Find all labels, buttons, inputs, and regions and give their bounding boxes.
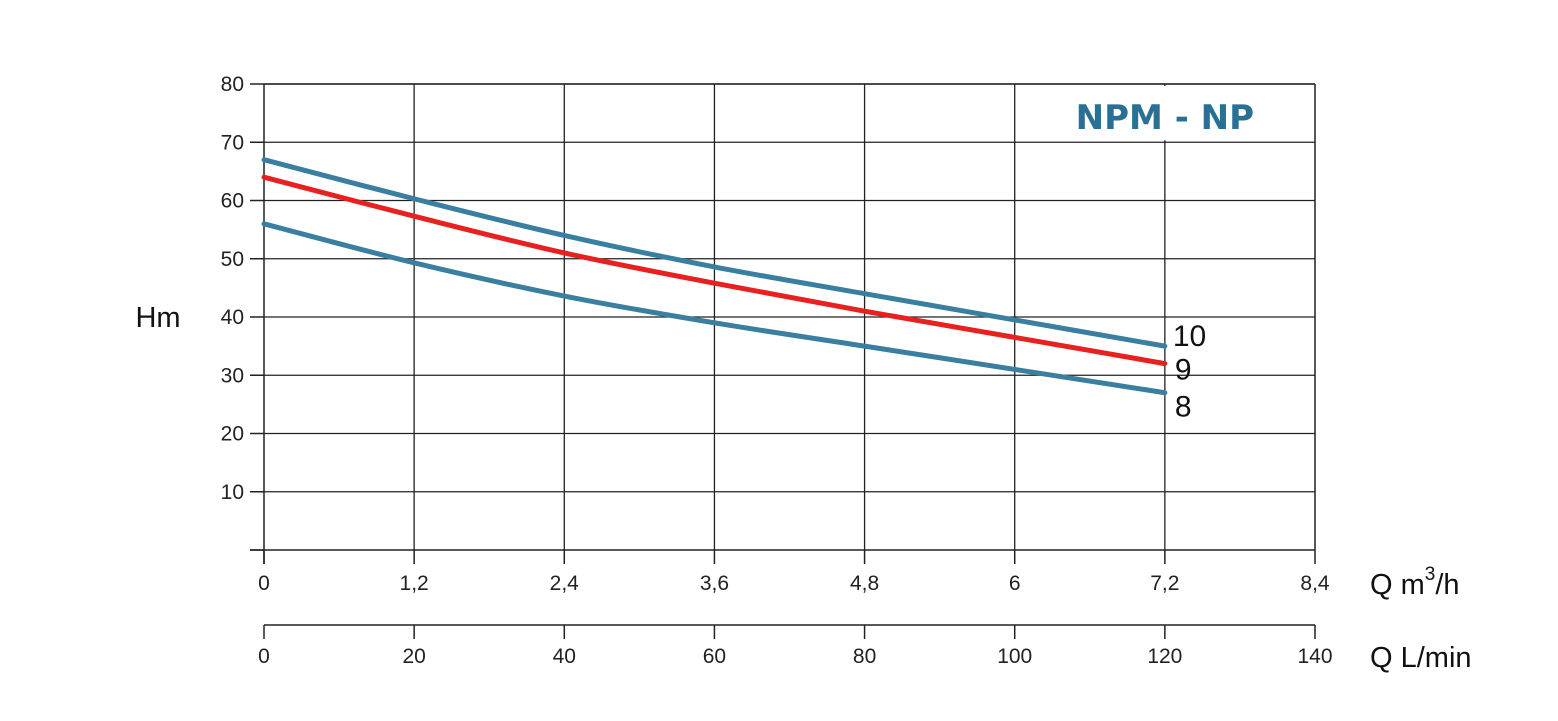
axes	[250, 83, 1316, 639]
y-tick-label: 70	[221, 131, 244, 154]
x-tick-label: 2,4	[550, 572, 580, 595]
series-label-9: 9	[1175, 354, 1192, 387]
x-tick-label: 4,8	[850, 572, 879, 595]
y-tick-label: 10	[221, 481, 244, 504]
y-tick-label: 40	[221, 306, 244, 329]
secondary-x-tick-label: 40	[553, 645, 576, 668]
y-tick-label: 50	[221, 248, 244, 271]
tick-labels: 10 20 30 40 50 60 70 80 0 1,2 2,4 3,6 4,8 6 7,2 8,4 0 20 4…	[221, 73, 1333, 668]
y-tick-label: 30	[221, 364, 244, 387]
y-tick-label: 80	[221, 73, 244, 96]
grid-lines	[264, 83, 1315, 550]
x-tick-label: 3,6	[700, 572, 729, 595]
x-tick-label: 6	[1009, 572, 1021, 595]
x-axis-label-tail: /h	[1435, 569, 1459, 601]
secondary-x-tick-label: 80	[853, 645, 876, 668]
chart-title: NPM - NP	[1076, 98, 1254, 138]
x-axis-label-superscript: 3	[1425, 564, 1436, 585]
y-tick-label: 20	[221, 423, 244, 446]
secondary-x-tick-label: 120	[1147, 645, 1182, 668]
series-line-9	[261, 174, 1168, 367]
x-axis-label-main: Q m	[1370, 569, 1425, 601]
x-tick-label: 7,2	[1150, 572, 1179, 595]
y-tick-label: 60	[221, 190, 244, 213]
x-tick-label: 1,2	[400, 572, 429, 595]
secondary-x-tick-label: 140	[1297, 645, 1332, 668]
series-curves	[261, 157, 1168, 396]
x-axis-label: Q m3/h	[1370, 564, 1460, 601]
secondary-x-tick-label: 100	[997, 645, 1032, 668]
secondary-x-tick-label: 20	[402, 645, 425, 668]
y-axis-label: Hm	[135, 302, 180, 334]
series-label-8: 8	[1175, 391, 1192, 424]
x-tick-label: 8,4	[1300, 572, 1330, 595]
chart-title-background	[1016, 86, 1313, 141]
secondary-x-tick-label: 60	[703, 645, 726, 668]
series-line-10	[261, 157, 1168, 349]
secondary-x-axis-label: Q L/min	[1370, 642, 1472, 674]
series-line-8	[261, 221, 1168, 396]
series-label-10: 10	[1173, 320, 1206, 353]
secondary-x-tick-label: 0	[258, 645, 270, 668]
x-tick-label: 0	[258, 572, 270, 595]
